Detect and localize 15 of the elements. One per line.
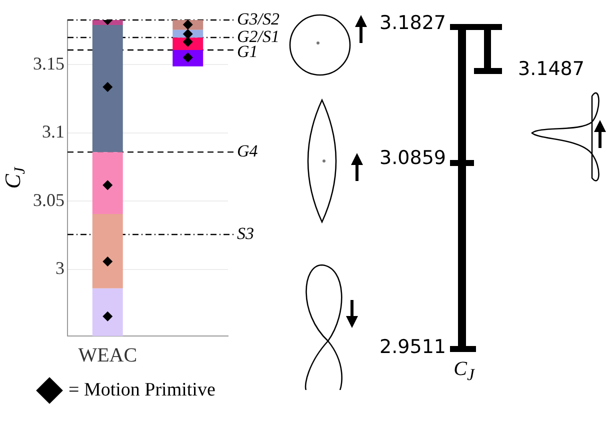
y-axis-title: CJ [0,166,29,189]
y-tick-label: 3.1 [42,122,64,142]
ref-line-label: S3 [237,224,254,243]
ref-line-label: G3/S2 [237,9,280,28]
text: C$_{J}$ [452,358,476,385]
text: 2.9511 [380,336,446,358]
text: 3.1827 [380,12,446,34]
y-tick-label: 3 [56,258,64,278]
x-tick-label: WEAC [78,344,138,366]
y-tick-label: 3.15 [33,53,64,74]
text: 3.0859 [380,147,446,169]
legend-label: = Motion Primitive [68,379,216,400]
y-tick-label: 3.05 [33,190,64,210]
ref-line-label: G4 [237,142,258,161]
text: 3.1487 [518,58,584,80]
